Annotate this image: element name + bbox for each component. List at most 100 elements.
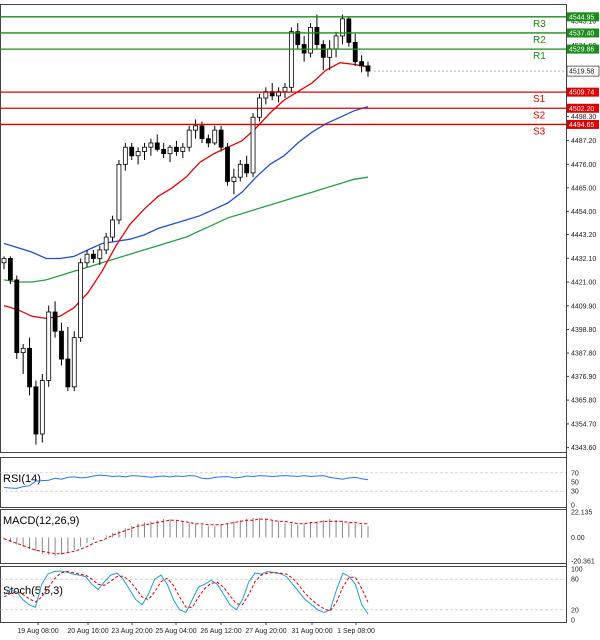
macd-signal-line — [3, 518, 368, 555]
price-tick-label: 4465.00 — [571, 185, 596, 192]
candle — [365, 61, 371, 77]
price-tick-label: 4409.90 — [571, 303, 596, 310]
candle — [352, 33, 358, 66]
level-price-tag: 4529.86 — [567, 44, 599, 54]
candle-body-up — [39, 380, 45, 435]
candle-body-up — [327, 48, 333, 58]
level-price-tag-text: 4529.86 — [569, 47, 594, 54]
level-name-r1: R1 — [533, 51, 546, 62]
time-tick-label: 25 Aug 04:00 — [155, 628, 196, 635]
time-axis: 19 Aug 08:00 20 Aug 16:00 23 Aug 20:00 25 A… — [17, 622, 375, 635]
macd-panel: MACD(12,26,9) 22.135 0.00 -20.361 — [0, 509, 595, 566]
level-price-tag-bg — [567, 119, 599, 129]
candle-body-down — [65, 358, 71, 388]
stoch-signal-line — [3, 570, 369, 612]
candle-body-down — [346, 18, 352, 43]
candle — [250, 112, 256, 178]
candle-body-down — [129, 146, 135, 157]
candle — [288, 27, 294, 92]
rsi-panel: RSI(14) 70 50 30 0 — [0, 457, 579, 510]
candle — [59, 322, 64, 366]
ma-green-line — [3, 176, 369, 283]
candle-body-down — [59, 330, 64, 360]
candle — [110, 215, 115, 242]
rsi-tick-label: 50 — [571, 480, 579, 487]
price-tick-label: 4432.10 — [571, 256, 596, 263]
level-price-tag-bg — [567, 28, 599, 38]
candle-body-down — [352, 41, 358, 63]
macd-tick-label: 22.135 — [571, 510, 593, 517]
level-name-r3: R3 — [533, 19, 546, 30]
candle — [135, 147, 141, 165]
candle — [84, 249, 90, 268]
stoch-tick-label: 20 — [571, 607, 579, 614]
candle — [7, 256, 13, 285]
candle-body-up — [231, 176, 237, 182]
rsi-tick-label: 30 — [571, 489, 579, 496]
candle — [180, 142, 186, 158]
candle-body-up — [116, 163, 122, 221]
candle-body-up — [148, 142, 154, 148]
candle — [199, 121, 205, 143]
candle-body-down — [365, 65, 371, 72]
price-tick-label: 4376.90 — [571, 374, 596, 381]
level-price-tag-bg — [567, 103, 599, 113]
candle — [52, 301, 58, 338]
time-tick-label: 31 Aug 00:00 — [291, 628, 332, 635]
level-price-tag: 4502.20 — [567, 103, 599, 113]
candle-body-up — [308, 26, 313, 54]
macd-tick-label: -20.361 — [571, 559, 595, 566]
candle-body-down — [27, 347, 32, 388]
level-price-tag: 4494.65 — [567, 119, 599, 129]
price-tick-label: 4354.70 — [571, 421, 596, 428]
candle — [154, 134, 160, 152]
price-tick-label: 4454.00 — [571, 209, 596, 216]
candle-body-down — [154, 142, 160, 150]
level-price-tag-bg — [567, 44, 599, 54]
last-price-tag-text: 4519.58 — [569, 69, 594, 76]
candle-body-up — [20, 347, 26, 354]
candle — [186, 125, 192, 152]
level-price-tag-bg — [567, 12, 599, 22]
candle-body-down — [244, 163, 250, 174]
price-tick-label: 4443.20 — [571, 232, 596, 239]
ma-blue-line — [3, 105, 369, 260]
candle — [340, 14, 345, 45]
candle-body-down — [320, 44, 326, 58]
candle-body-down — [295, 31, 301, 45]
candle — [161, 142, 167, 158]
candle — [320, 40, 326, 71]
candle-body-up — [288, 31, 294, 88]
candle — [14, 275, 20, 360]
price-tick-label: 4498.30 — [571, 114, 596, 121]
candle — [359, 55, 365, 73]
candle-body-down — [359, 61, 365, 67]
candle — [78, 258, 84, 342]
level-price-tag: 4537.40 — [567, 28, 599, 38]
candle — [97, 245, 103, 265]
time-tick-label: 26 Aug 12:00 — [200, 628, 241, 635]
candle-body-up — [282, 86, 288, 92]
level-name-s3: S3 — [533, 126, 546, 137]
level-price-tag: 4544.95 — [567, 12, 599, 22]
candle — [116, 160, 122, 225]
rsi-tick-label: 0 — [571, 503, 575, 510]
candle — [1, 256, 7, 270]
rsi-label: RSI(14) — [3, 473, 41, 485]
price-tick-label: 4365.80 — [571, 398, 596, 405]
stoch-main-line — [3, 570, 369, 615]
candle-body-down — [314, 26, 320, 45]
stoch-label: Stoch(5,5,3) — [3, 585, 63, 597]
candle — [193, 119, 198, 139]
candle — [212, 125, 218, 146]
time-tick-label: 27 Aug 20:00 — [245, 628, 286, 635]
candle — [122, 142, 128, 171]
level-name-s1: S1 — [533, 94, 546, 105]
candle — [148, 138, 154, 156]
candle — [71, 331, 77, 392]
candle — [205, 134, 211, 148]
candle-body-up — [71, 337, 77, 388]
candle — [174, 140, 179, 156]
candle — [65, 326, 71, 392]
